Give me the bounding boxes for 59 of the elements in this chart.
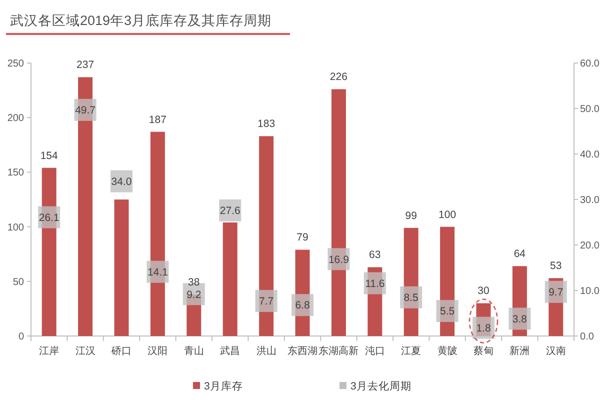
data-label: 8.5 xyxy=(404,292,419,304)
y-tick-label: 50 xyxy=(12,276,24,288)
data-label: 53 xyxy=(550,260,562,272)
data-label: 27.6 xyxy=(220,205,240,218)
data-label: 6.8 xyxy=(295,300,310,312)
x-tick-label: 汉阳 xyxy=(148,345,168,357)
y-tick-label: 0 xyxy=(18,332,24,342)
y2-tick-label: 60.0 xyxy=(580,58,600,70)
x-tick-label: 黄陂 xyxy=(437,345,458,357)
data-label: 63 xyxy=(369,249,381,262)
y-tick-label: 250 xyxy=(7,58,24,70)
x-tick-label: 新洲 xyxy=(510,345,530,357)
data-label: 16.9 xyxy=(328,254,350,266)
x-tick-label: 武昌 xyxy=(220,345,240,357)
data-label: 64 xyxy=(514,248,526,260)
data-label: 49.7 xyxy=(75,104,96,117)
data-label: 9.7 xyxy=(548,286,564,299)
x-tick-label: 青山 xyxy=(184,345,204,357)
y2-tick-label: 10.0 xyxy=(580,286,600,297)
y2-tick-label: 50.0 xyxy=(580,104,600,115)
data-label: 99 xyxy=(405,210,418,222)
x-tick-label: 东湖高新 xyxy=(318,345,359,357)
x-tick-label: 东西湖 xyxy=(288,345,318,357)
x-tick-label: 硚口 xyxy=(110,345,132,357)
y-tick-label: 200 xyxy=(7,113,24,124)
data-label: 30 xyxy=(478,285,490,298)
data-label: 183 xyxy=(258,118,276,130)
data-label: 5.5 xyxy=(440,306,455,318)
data-label: 154 xyxy=(40,150,58,162)
y2-tick-label: 0.0 xyxy=(580,332,594,342)
x-tick-label: 沌口 xyxy=(364,345,385,357)
x-tick-label: 洪山 xyxy=(256,345,276,357)
data-label: 226 xyxy=(330,71,348,84)
y-tick-label: 100 xyxy=(7,222,24,234)
y2-tick-label: 20.0 xyxy=(580,240,600,252)
x-tick-label: 江岸 xyxy=(39,345,60,357)
data-label: 237 xyxy=(76,59,94,72)
data-label: 9.2 xyxy=(186,288,202,301)
data-label: 79 xyxy=(296,232,308,244)
data-label: 7.7 xyxy=(258,296,274,308)
y2-tick-label: 40.0 xyxy=(580,150,600,160)
data-label: 100 xyxy=(438,208,456,221)
x-tick-label: 蔡甸 xyxy=(474,345,494,357)
data-label: 14.1 xyxy=(147,266,168,279)
x-tick-label: 江汉 xyxy=(75,345,96,357)
x-tick-label: 江夏 xyxy=(401,345,422,357)
data-label: 3.8 xyxy=(512,313,528,326)
data-label: 187 xyxy=(148,114,167,126)
chart-title: 武汉各区域2019年3月底库存及其库存周期 xyxy=(10,13,272,28)
data-label: 26.1 xyxy=(38,212,60,224)
legend-label: 3月库存 xyxy=(204,380,243,393)
x-tick-label: 汉南 xyxy=(546,345,566,357)
data-label: 34.0 xyxy=(111,176,132,188)
data-label: 11.6 xyxy=(365,278,385,290)
data-label: 38 xyxy=(188,276,200,289)
legend-label: 3月去化周期 xyxy=(350,380,412,393)
y2-tick-label: 30.0 xyxy=(580,195,600,206)
y-tick-label: 150 xyxy=(7,168,24,179)
data-label: 1.8 xyxy=(476,322,491,334)
